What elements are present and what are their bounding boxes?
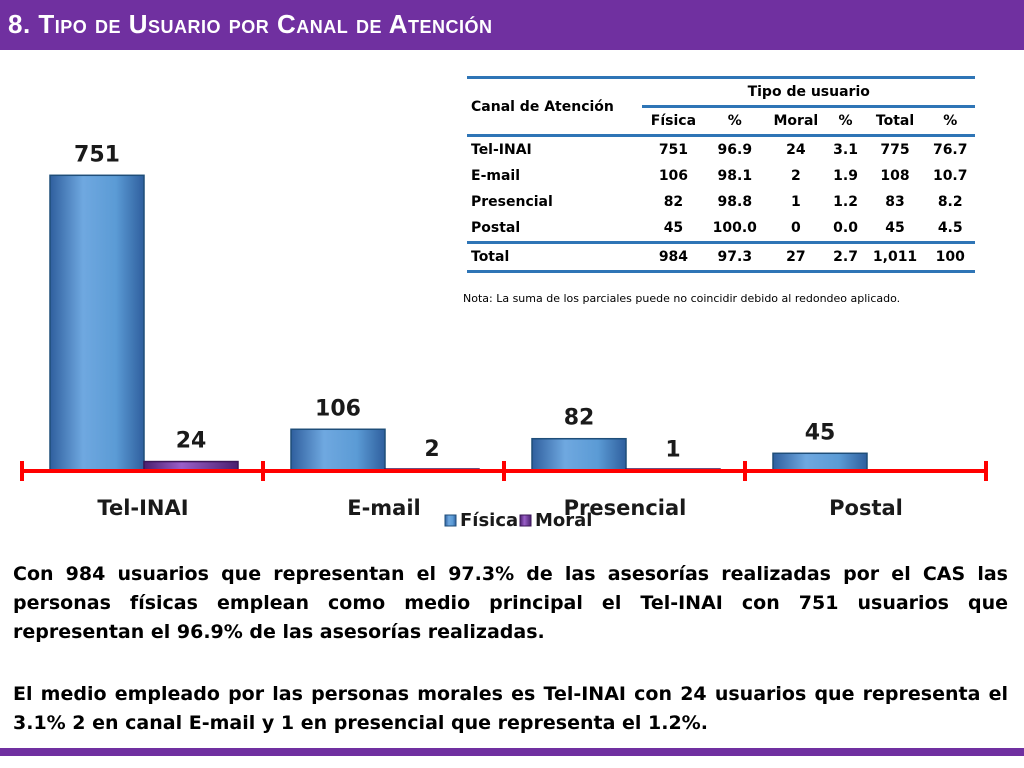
table-row-header: Canal de Atención — [467, 76, 643, 137]
category-label: Postal — [829, 496, 903, 520]
column-header: Moral — [765, 106, 827, 137]
page-title: 8. Tipo de Usuario por Canal de Atención — [8, 9, 493, 39]
table-cell: 83 — [885, 194, 905, 210]
column-header: % — [704, 106, 766, 137]
table-row: Presencial 82 98.8 1 1.2 83 8.2 — [467, 189, 975, 215]
bar-value-label: 45 — [805, 420, 836, 445]
table-cell: 76.7 — [932, 142, 968, 158]
table-header-row-2: Física % Moral % Total % — [467, 106, 975, 137]
table-total-row: Total 984 97.3 27 2.7 1,011 100 — [467, 241, 975, 273]
table-cell: 751 — [658, 142, 689, 158]
bar-value-label: 106 — [315, 396, 361, 421]
category-label: Tel-INAI — [97, 496, 188, 520]
table-cell: 2.7 — [826, 241, 865, 273]
bar-value-label: 1 — [665, 438, 680, 463]
table-cell: 45 — [885, 220, 905, 236]
table-cell: 82 — [663, 194, 684, 210]
column-header: % — [925, 106, 975, 137]
legend-label: Moral — [535, 510, 592, 531]
table-cell: 97.3 — [704, 241, 766, 273]
table-cell: 96.9 — [717, 142, 753, 158]
row-label: Total — [467, 241, 643, 273]
table-cell: 98.1 — [717, 168, 753, 184]
table-cell: 775 — [880, 142, 910, 158]
table-cell: 106 — [658, 168, 689, 184]
row-label: E-mail — [471, 168, 521, 184]
table-cell: 27 — [765, 241, 827, 273]
table-row: E-mail 106 98.1 2 1.9 108 10.7 — [467, 163, 975, 189]
bar-fsica-postal — [772, 452, 868, 472]
table-cell: 45 — [663, 220, 684, 236]
table-group-header: Tipo de usuario — [642, 76, 975, 108]
bar-value-label: 751 — [74, 142, 120, 167]
legend-label: Física — [460, 510, 518, 531]
table-cell: 1.2 — [833, 194, 858, 210]
title-bar: 8. Tipo de Usuario por Canal de Atención — [0, 0, 1024, 50]
row-label: Postal — [471, 220, 521, 236]
table-cell: 24 — [786, 142, 806, 158]
table-row: Postal 45 100.0 0 0.0 45 4.5 — [467, 215, 975, 243]
table-note: Nota: La suma de los parciales puede no … — [463, 292, 901, 305]
bar-fsica-telinai — [49, 174, 145, 472]
category-label: Presencial — [564, 496, 687, 520]
column-header: % — [826, 106, 865, 137]
table-cell: 8.2 — [937, 194, 963, 210]
table-cell: 10.7 — [932, 168, 968, 184]
bar-value-label: 24 — [176, 429, 207, 454]
summary-paragraph-2: El medio empleado por las personas moral… — [13, 683, 1008, 734]
table-cell: 1 — [790, 194, 801, 210]
table-cell: 98.8 — [717, 194, 753, 210]
row-label: Tel-INAI — [471, 142, 532, 158]
table-cell: 1.9 — [833, 168, 858, 184]
table-cell: 100 — [925, 241, 975, 273]
legend-swatch-moral — [519, 514, 532, 527]
bar-fsica-email — [290, 428, 386, 472]
legend-swatch-fsica — [444, 514, 457, 527]
bar-chart: 75124Tel-INAI1062E-mail821Presencial45Po… — [20, 142, 988, 531]
table-cell: 100.0 — [712, 220, 757, 236]
column-header: Total — [864, 106, 926, 137]
table-cell: 984 — [642, 241, 705, 273]
table-cell: 0 — [790, 220, 801, 236]
column-header: Física — [642, 106, 705, 137]
table-cell: 108 — [880, 168, 910, 184]
bottom-bar — [0, 748, 1024, 756]
table-row: Tel-INAI 751 96.9 24 3.1 775 76.7 — [467, 136, 975, 164]
table-header-row-1: Canal de Atención Tipo de usuario — [467, 76, 975, 137]
category-label: E-mail — [347, 496, 421, 520]
bar-value-label: 2 — [424, 437, 439, 462]
row-label: Presencial — [471, 194, 553, 210]
table-cell: 3.1 — [833, 142, 858, 158]
bar-fsica-presencial — [531, 437, 627, 472]
table-cell: 1,011 — [864, 241, 926, 273]
bar-value-label: 82 — [564, 406, 595, 431]
summary-paragraph-1: Con 984 usuarios que representan el 97.3… — [13, 563, 1008, 643]
table-cell: 0.0 — [833, 220, 858, 236]
table-cell: 4.5 — [937, 220, 963, 236]
data-table: Canal de Atención Tipo de usuario Física… — [467, 76, 975, 273]
table-cell: 2 — [790, 168, 801, 184]
